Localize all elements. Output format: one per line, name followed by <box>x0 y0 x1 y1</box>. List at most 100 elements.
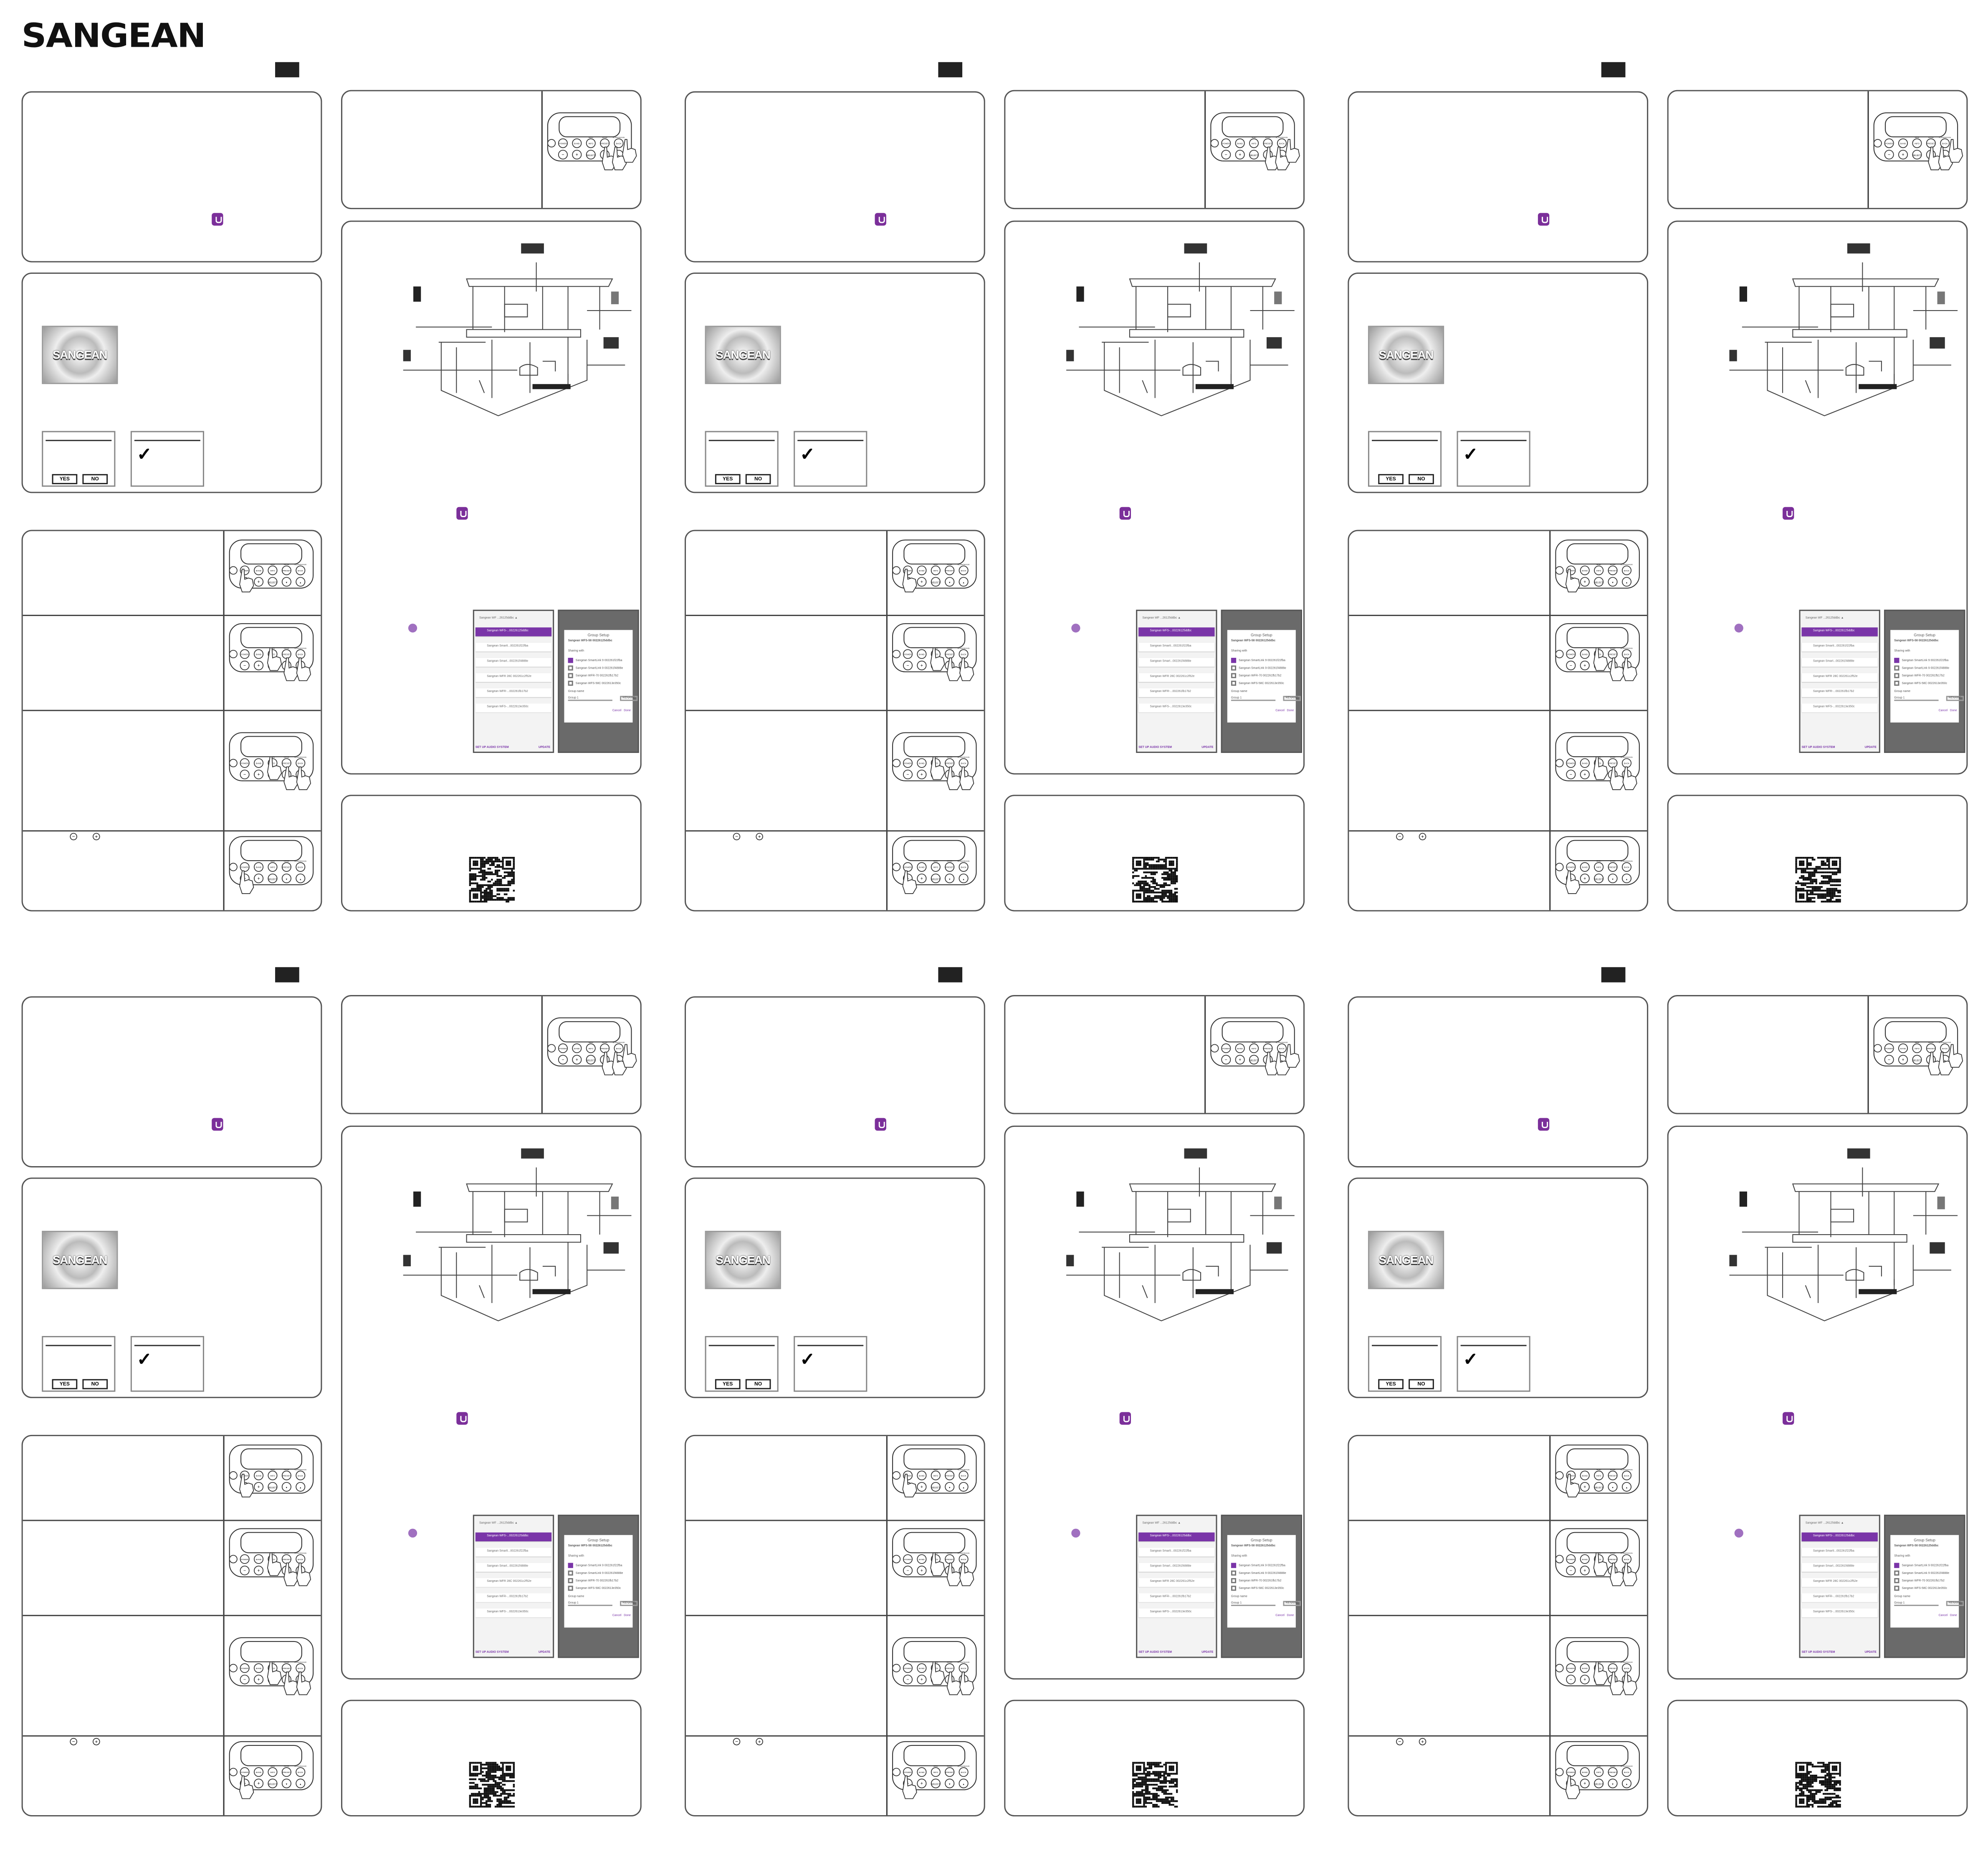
device-list-item[interactable]: Sangean WFR-...002261fb17b2 <box>1138 688 1215 697</box>
qr-code[interactable] <box>469 1762 515 1808</box>
share-device-checkbox[interactable]: Sangean WFS-58C 0022613e350c <box>568 1586 621 1591</box>
device-list-item[interactable]: Sangean WFS-...00226125ddbc <box>1801 1532 1878 1541</box>
group-name-input[interactable]: Group 1 <box>1894 1602 1939 1606</box>
setup-audio-system-link[interactable]: SET UP AUDIO SYSTEM <box>475 746 509 749</box>
device-list-item[interactable]: Sangean WFS-...00226125ddbc <box>1138 627 1215 636</box>
share-device-checkbox[interactable]: Sangean SmartLink 9 002261f22fba <box>1231 658 1285 663</box>
share-device-checkbox[interactable]: Sangean SmartLink 9 002261f22fba <box>1231 1563 1285 1568</box>
qr-code[interactable] <box>469 857 515 904</box>
share-device-checkbox[interactable]: Sangean SmartLink 9 002261f4888e <box>1894 665 1949 671</box>
device-list-item[interactable]: Sangean SmartI...002261f22fba <box>1801 642 1878 652</box>
share-device-checkbox[interactable]: Sangean WFR-70 002261fb17b2 <box>568 1578 618 1584</box>
device-list-item[interactable]: Sangean WFS-...00226125ddbc <box>475 1532 552 1541</box>
device-list-item[interactable]: Sangean WFS-...0022613e350c <box>475 1608 552 1618</box>
share-device-checkbox[interactable]: Sangean WFR-70 002261fb17b2 <box>568 673 618 678</box>
device-list-item[interactable]: Sangean WFS-...0022613e350c <box>1801 703 1878 712</box>
device-list-item[interactable]: Sangean WFR 28C 002261c2f52e <box>475 1578 552 1587</box>
rename-button[interactable]: RENAME <box>1946 696 1964 701</box>
rename-button[interactable]: RENAME <box>620 696 638 701</box>
setup-audio-system-link[interactable]: SET UP AUDIO SYSTEM <box>1138 1652 1172 1654</box>
done-button[interactable]: Done <box>624 1615 631 1618</box>
group-name-input[interactable]: Group 1 <box>1231 1602 1276 1606</box>
device-list-item[interactable]: Sangean WFR 28C 002261c2f52e <box>1801 1578 1878 1587</box>
share-device-checkbox[interactable]: Sangean SmartLink 9 002261f22fba <box>1894 658 1948 663</box>
device-list-item[interactable]: Sangean SmartI...002261f22fba <box>475 1548 552 1557</box>
cancel-button[interactable]: Cancel <box>612 710 622 712</box>
cancel-button[interactable]: Cancel <box>1938 710 1948 712</box>
rename-button[interactable]: RENAME <box>1946 1601 1964 1606</box>
device-list-item[interactable]: Sangean WFS-...0022613e350c <box>1138 1608 1215 1618</box>
device-list-item[interactable]: Sangean SmartI...002261f22fba <box>475 642 552 652</box>
setup-audio-system-link[interactable]: SET UP AUDIO SYSTEM <box>475 1652 509 1654</box>
share-device-checkbox[interactable]: Sangean WFS-58C 0022613e350c <box>1231 1586 1284 1591</box>
qr-code[interactable] <box>1795 1762 1841 1808</box>
device-list-item[interactable]: Sangean Smart...002261f4888e <box>1801 658 1878 667</box>
rename-button[interactable]: RENAME <box>620 1601 638 1606</box>
update-link[interactable]: UPDATE <box>538 746 551 749</box>
update-link[interactable]: UPDATE <box>1864 746 1877 749</box>
share-device-checkbox[interactable]: Sangean SmartLink 9 002261f22fba <box>1894 1563 1948 1568</box>
qr-code[interactable] <box>1795 857 1841 904</box>
setup-audio-system-link[interactable]: SET UP AUDIO SYSTEM <box>1138 746 1172 749</box>
done-button[interactable]: Done <box>1950 710 1957 712</box>
device-list-item[interactable]: Sangean SmartI...002261f22fba <box>1801 1548 1878 1557</box>
device-list-item[interactable]: Sangean Smart...002261f4888e <box>475 1563 552 1572</box>
done-button[interactable]: Done <box>1950 1615 1957 1618</box>
device-list-item[interactable]: Sangean WFR 28C 002261c2f52e <box>1138 1578 1215 1587</box>
device-list-item[interactable]: Sangean WFR-...002261fb17b2 <box>475 1593 552 1602</box>
setup-audio-system-link[interactable]: SET UP AUDIO SYSTEM <box>1801 746 1835 749</box>
done-button[interactable]: Done <box>624 710 631 712</box>
update-link[interactable]: UPDATE <box>538 1652 551 1654</box>
share-device-checkbox[interactable]: Sangean WFS-58C 0022613e350c <box>1894 680 1947 686</box>
device-list-item[interactable]: Sangean WFS-...00226125ddbc <box>475 627 552 636</box>
group-name-input[interactable]: Group 1 <box>1894 697 1939 701</box>
share-device-checkbox[interactable]: Sangean SmartLink 9 002261f22fba <box>568 658 622 663</box>
group-name-input[interactable]: Group 1 <box>568 697 612 701</box>
rename-button[interactable]: RENAME <box>1283 696 1301 701</box>
device-list-item[interactable]: Sangean Smart...002261f4888e <box>1801 1563 1878 1572</box>
done-button[interactable]: Done <box>1287 1615 1294 1618</box>
share-device-checkbox[interactable]: Sangean WFR-70 002261fb17b2 <box>1231 673 1282 678</box>
cancel-button[interactable]: Cancel <box>1938 1615 1948 1618</box>
done-button[interactable]: Done <box>1287 710 1294 712</box>
share-device-checkbox[interactable]: Sangean SmartLink 9 002261f4888e <box>1231 1570 1286 1576</box>
device-list-item[interactable]: Sangean WFS-...0022613e350c <box>1801 1608 1878 1618</box>
device-list-item[interactable]: Sangean WFS-...00226125ddbc <box>1801 627 1878 636</box>
device-list-item[interactable]: Sangean WFS-...00226125ddbc <box>1138 1532 1215 1541</box>
update-link[interactable]: UPDATE <box>1864 1652 1877 1654</box>
cancel-button[interactable]: Cancel <box>612 1615 622 1618</box>
qr-code[interactable] <box>1132 857 1178 904</box>
group-name-input[interactable]: Group 1 <box>1231 697 1276 701</box>
share-device-checkbox[interactable]: Sangean WFS-58C 0022613e350c <box>568 680 621 686</box>
device-list-item[interactable]: Sangean WFR 28C 002261c2f52e <box>1801 673 1878 682</box>
device-list-item[interactable]: Sangean WFR-...002261fb17b2 <box>1801 688 1878 697</box>
share-device-checkbox[interactable]: Sangean WFR-70 002261fb17b2 <box>1894 1578 1945 1584</box>
device-list-item[interactable]: Sangean WFR 28C 002261c2f52e <box>1138 673 1215 682</box>
device-list-item[interactable]: Sangean WFS-...0022613e350c <box>475 703 552 712</box>
share-device-checkbox[interactable]: Sangean SmartLink 9 002261f4888e <box>1894 1570 1949 1576</box>
device-list-item[interactable]: Sangean Smart...002261f4888e <box>1138 658 1215 667</box>
share-device-checkbox[interactable]: Sangean SmartLink 9 002261f4888e <box>568 1570 623 1576</box>
share-device-checkbox[interactable]: Sangean SmartLink 9 002261f22fba <box>568 1563 622 1568</box>
device-list-item[interactable]: Sangean WFR 28C 002261c2f52e <box>475 673 552 682</box>
cancel-button[interactable]: Cancel <box>1275 1615 1285 1618</box>
cancel-button[interactable]: Cancel <box>1275 710 1285 712</box>
device-list-item[interactable]: Sangean SmartI...002261f22fba <box>1138 1548 1215 1557</box>
device-list-item[interactable]: Sangean WFS-...0022613e350c <box>1138 703 1215 712</box>
share-device-checkbox[interactable]: Sangean WFR-70 002261fb17b2 <box>1894 673 1945 678</box>
device-list-item[interactable]: Sangean WFR-...002261fb17b2 <box>1801 1593 1878 1602</box>
update-link[interactable]: UPDATE <box>1201 1652 1214 1654</box>
group-name-input[interactable]: Group 1 <box>568 1602 612 1606</box>
share-device-checkbox[interactable]: Sangean SmartLink 9 002261f4888e <box>568 665 623 671</box>
device-list-item[interactable]: Sangean SmartI...002261f22fba <box>1138 642 1215 652</box>
setup-audio-system-link[interactable]: SET UP AUDIO SYSTEM <box>1801 1652 1835 1654</box>
update-link[interactable]: UPDATE <box>1201 746 1214 749</box>
qr-code[interactable] <box>1132 1762 1178 1808</box>
device-list-item[interactable]: Sangean Smart...002261f4888e <box>475 658 552 667</box>
rename-button[interactable]: RENAME <box>1283 1601 1301 1606</box>
device-list-item[interactable]: Sangean WFR-...002261fb17b2 <box>1138 1593 1215 1602</box>
share-device-checkbox[interactable]: Sangean SmartLink 9 002261f4888e <box>1231 665 1286 671</box>
device-list-item[interactable]: Sangean WFR-...002261fb17b2 <box>475 688 552 697</box>
share-device-checkbox[interactable]: Sangean WFS-58C 0022613e350c <box>1894 1586 1947 1591</box>
share-device-checkbox[interactable]: Sangean WFR-70 002261fb17b2 <box>1231 1578 1282 1584</box>
